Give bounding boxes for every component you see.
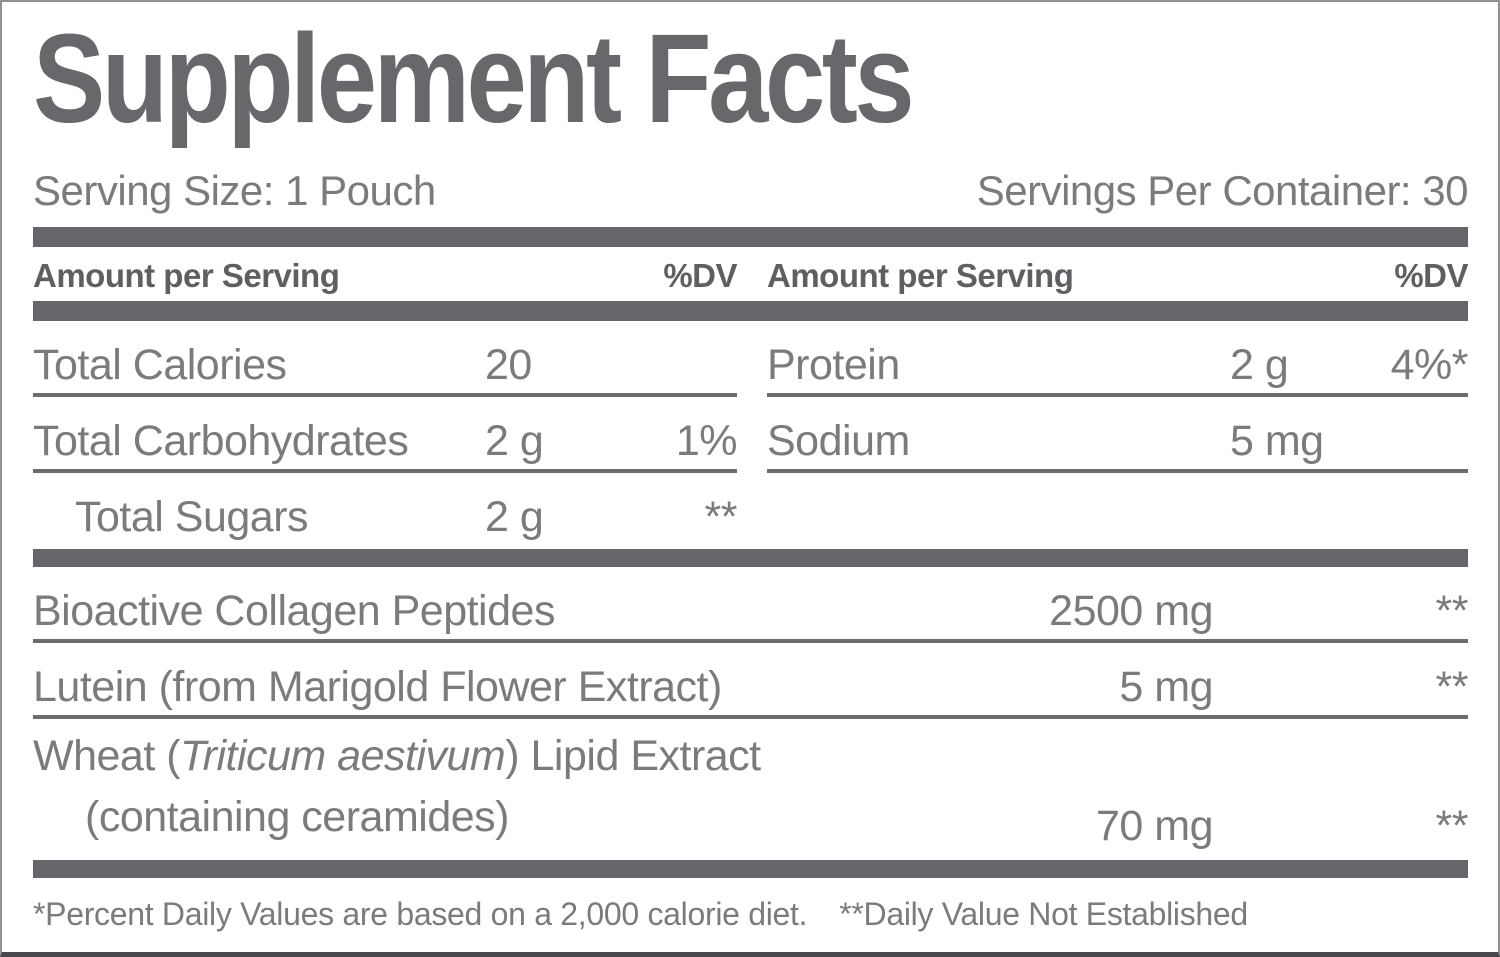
- ingredient-amount: 70 mg: [1095, 802, 1214, 850]
- ingredient-row-lutein: Lutein (from Marigold Flower Extract) 5 …: [33, 643, 1469, 719]
- nutrient-amount: 2 g: [1230, 341, 1289, 389]
- amount-per-serving-header: Amount per Serving: [767, 257, 1074, 294]
- ingredient-name: Lutein (from Marigold Flower Extract): [33, 663, 722, 711]
- divider-bar-bottom: [33, 860, 1468, 878]
- left-column-header: Amount per Serving %DV: [33, 257, 737, 301]
- divider-bar-middle: [33, 549, 1468, 567]
- nutrient-columns: Total Calories 20 Total Carbohydrates 2 …: [33, 321, 1469, 549]
- ingredient-amount: 5 mg: [1119, 663, 1213, 711]
- divider-bar-top: [33, 227, 1468, 247]
- nutrient-amount: 2 g: [485, 417, 544, 465]
- nutrient-amount: 20: [485, 341, 532, 389]
- servings-per-container-text: Servings Per Container: 30: [976, 166, 1469, 214]
- ingredient-amount: 2500 mg: [1049, 587, 1213, 635]
- dv-header: %DV: [1394, 257, 1468, 294]
- left-nutrient-column: Total Calories 20 Total Carbohydrates 2 …: [33, 321, 738, 549]
- nutrient-amount: 5 mg: [1230, 417, 1324, 465]
- empty-row: [767, 473, 1468, 549]
- nutrient-row-total-calories: Total Calories 20: [33, 321, 737, 397]
- nutrient-name: Protein: [767, 341, 900, 389]
- nutrient-name: Total Calories: [33, 341, 287, 389]
- column-headers: Amount per Serving %DV Amount per Servin…: [33, 251, 1468, 301]
- amount-per-serving-header: Amount per Serving: [33, 257, 340, 294]
- nutrient-row-total-carbohydrates: Total Carbohydrates 2 g 1%: [33, 397, 738, 473]
- nutrient-row-sodium: Sodium 5 mg: [767, 397, 1468, 473]
- not-established-footnote: **Daily Value Not Established: [839, 896, 1248, 932]
- nutrient-name: Total Sugars: [75, 493, 309, 541]
- nutrient-dv: 4%*: [1390, 341, 1469, 389]
- ingredient-name-line2: (containing ceramides): [85, 793, 509, 841]
- footnotes: *Percent Daily Values are based on a 2,0…: [33, 896, 1468, 933]
- ingredient-row-collagen: Bioactive Collagen Peptides 2500 mg **: [33, 567, 1469, 643]
- latin-name-italic: Triticum aestivum: [180, 732, 506, 780]
- panel-title: Supplement Facts: [33, 8, 915, 149]
- nutrient-name: Total Carbohydrates: [33, 417, 409, 465]
- right-column-header: Amount per Serving %DV: [767, 257, 1468, 301]
- nutrient-row-total-sugars: Total Sugars 2 g **: [33, 473, 738, 549]
- divider-bar-header: [33, 301, 1468, 321]
- ingredient-row-wheat-lipid: Wheat (Triticum aestivum) Lipid Extract …: [33, 719, 1469, 860]
- nutrient-amount: 2 g: [485, 493, 544, 541]
- nutrient-dv: **: [704, 493, 738, 541]
- ingredient-dv: **: [1435, 802, 1469, 850]
- right-nutrient-column: Protein 2 g 4%* Sodium 5 mg: [767, 321, 1469, 549]
- serving-size-text: Serving Size: 1 Pouch: [33, 166, 436, 214]
- nutrient-name: Sodium: [767, 417, 910, 465]
- ingredient-dv: **: [1435, 663, 1469, 711]
- ingredient-dv: **: [1435, 587, 1469, 635]
- ingredient-name: Bioactive Collagen Peptides: [33, 587, 555, 635]
- nutrient-dv: 1%: [675, 417, 738, 465]
- dv-header: %DV: [663, 257, 737, 294]
- serving-info-row: Serving Size: 1 Pouch Servings Per Conta…: [33, 162, 1469, 214]
- nutrient-row-protein: Protein 2 g 4%*: [767, 321, 1469, 397]
- percent-dv-footnote: *Percent Daily Values are based on a 2,0…: [33, 896, 808, 932]
- ingredient-name: Wheat (Triticum aestivum) Lipid Extract …: [33, 726, 913, 848]
